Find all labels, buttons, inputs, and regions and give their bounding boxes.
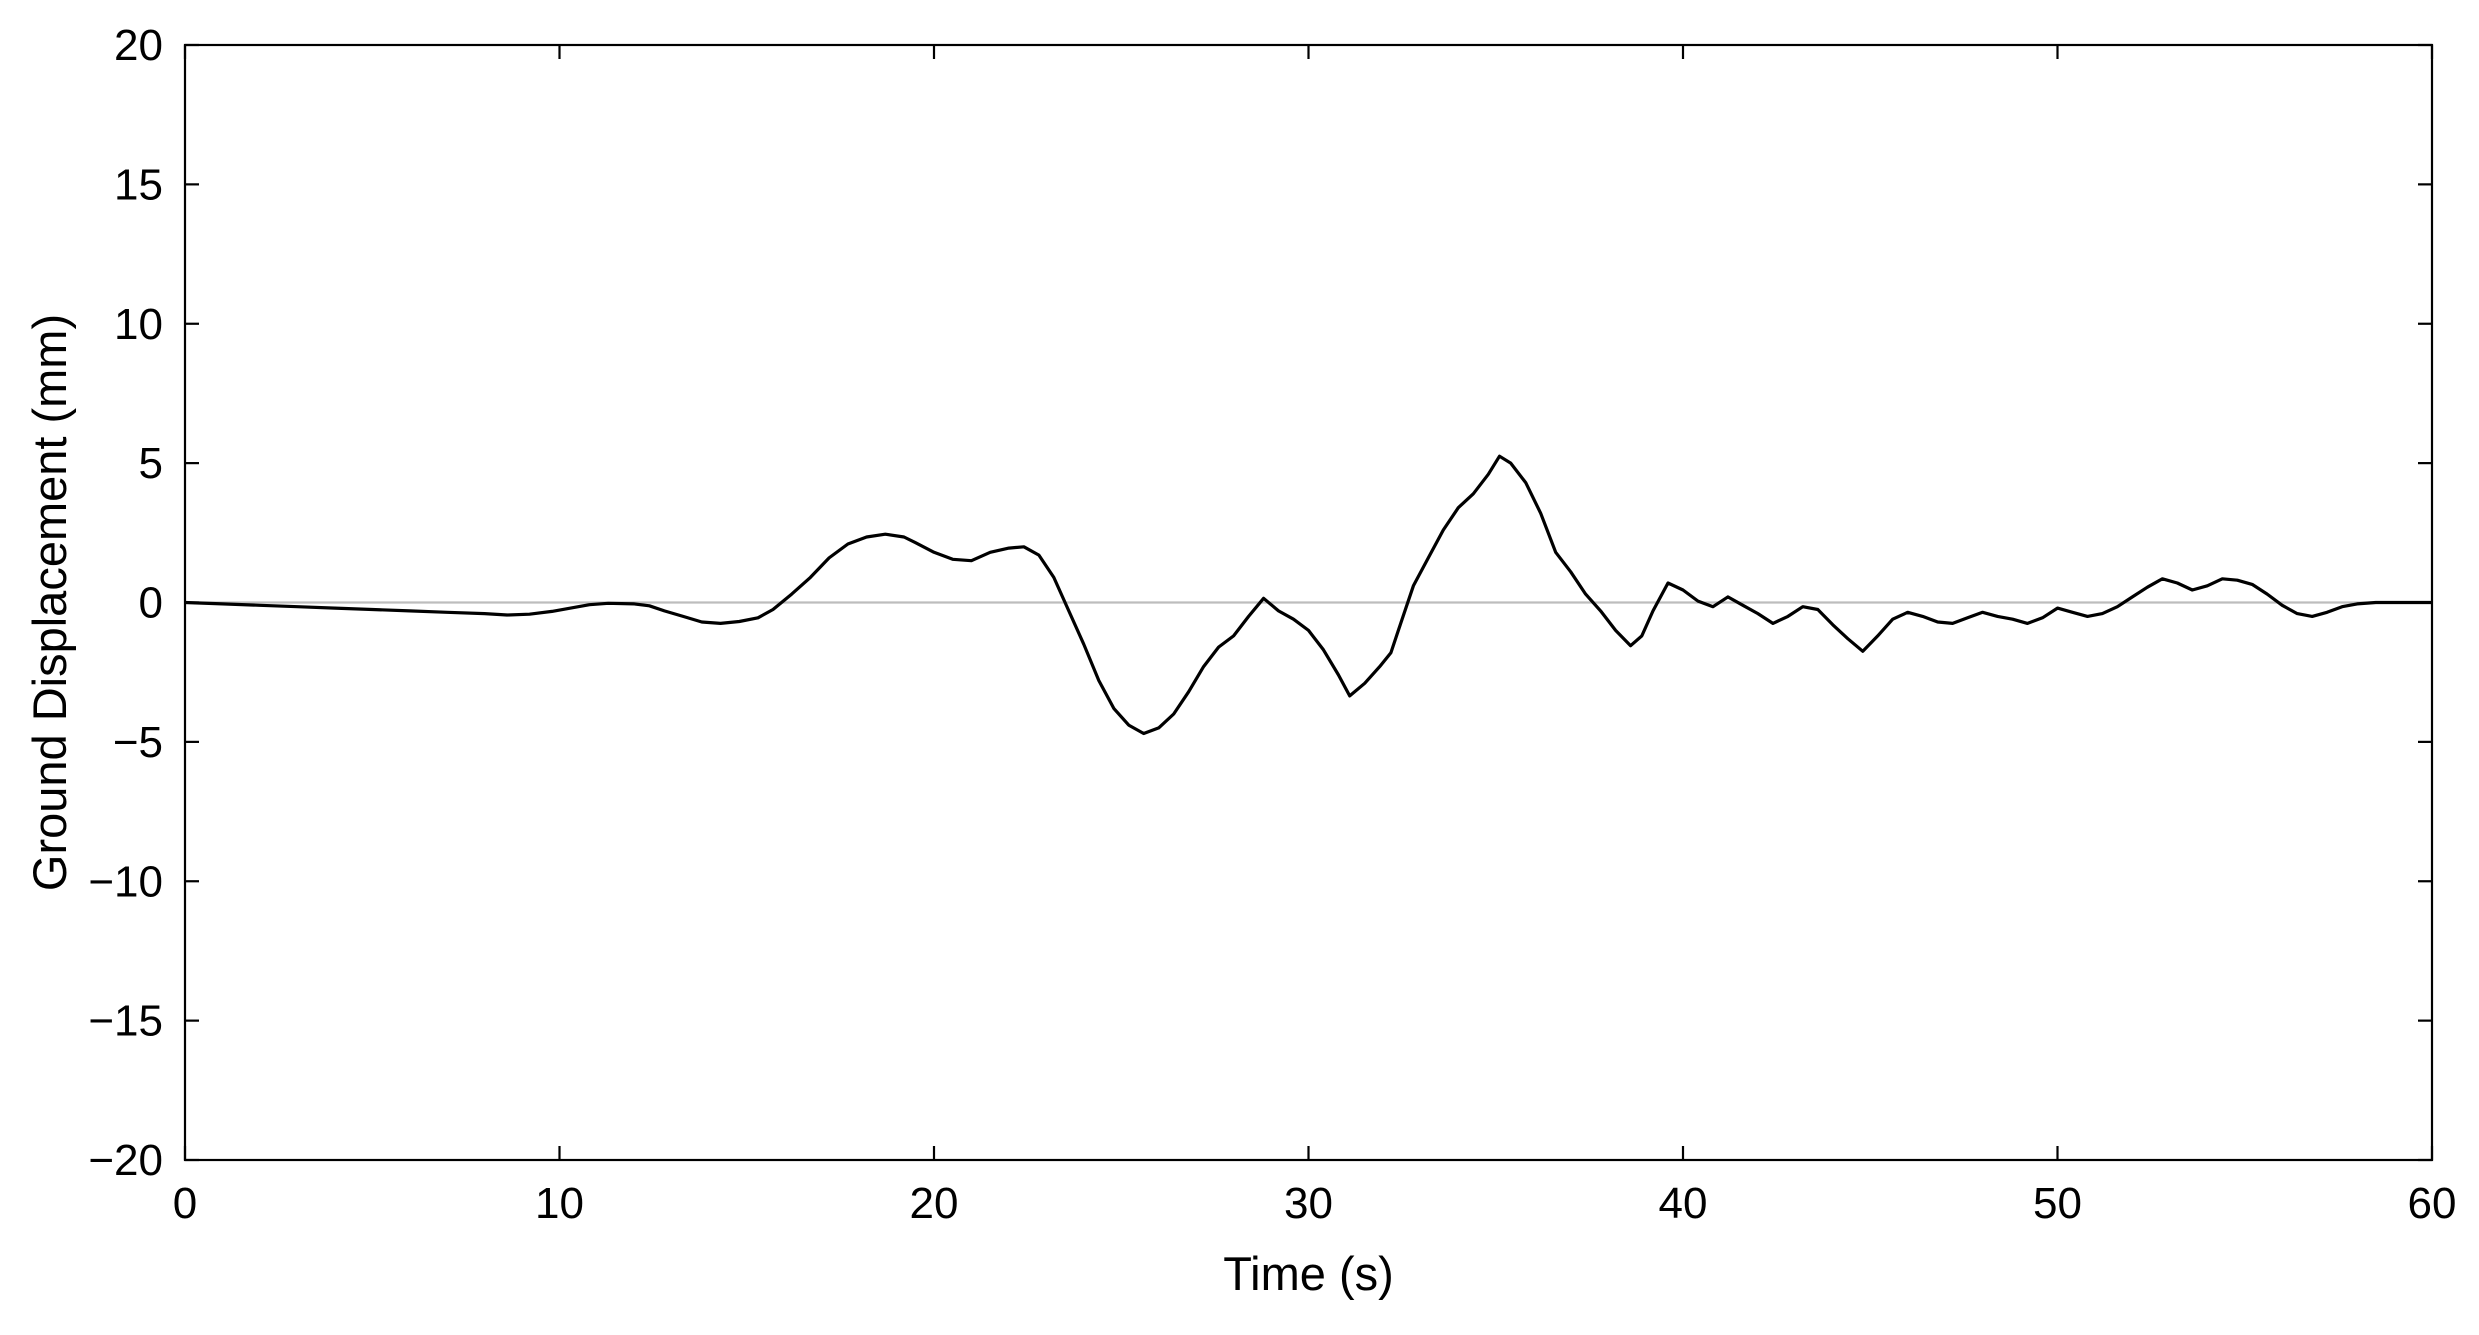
y-tick-label: 20 (114, 21, 163, 70)
y-axis-title: Ground Displacement (mm) (23, 314, 76, 891)
y-tick-label: 15 (114, 160, 163, 209)
y-tick-label: −15 (88, 997, 163, 1046)
x-tick-label: 0 (173, 1179, 197, 1228)
x-tick-label: 20 (910, 1179, 959, 1228)
y-tick-label: −20 (88, 1136, 163, 1185)
x-axis-title: Time (s) (1223, 1247, 1394, 1300)
x-tick-label: 40 (1659, 1179, 1708, 1228)
y-tick-label: 0 (139, 579, 163, 628)
displacement-series-line (184, 454, 2432, 736)
x-tick-label: 60 (2408, 1179, 2457, 1228)
x-tick-label: 50 (2033, 1179, 2082, 1228)
y-tick-label: 10 (114, 300, 163, 349)
y-tick-label: −10 (88, 857, 163, 906)
x-tick-label: 30 (1284, 1179, 1333, 1228)
y-tick-label: −5 (113, 718, 163, 767)
x-tick-label: 10 (535, 1179, 584, 1228)
y-tick-label: 5 (139, 439, 163, 488)
